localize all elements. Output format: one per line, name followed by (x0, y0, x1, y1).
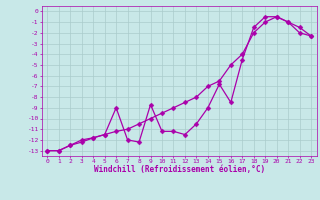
X-axis label: Windchill (Refroidissement éolien,°C): Windchill (Refroidissement éolien,°C) (94, 165, 265, 174)
